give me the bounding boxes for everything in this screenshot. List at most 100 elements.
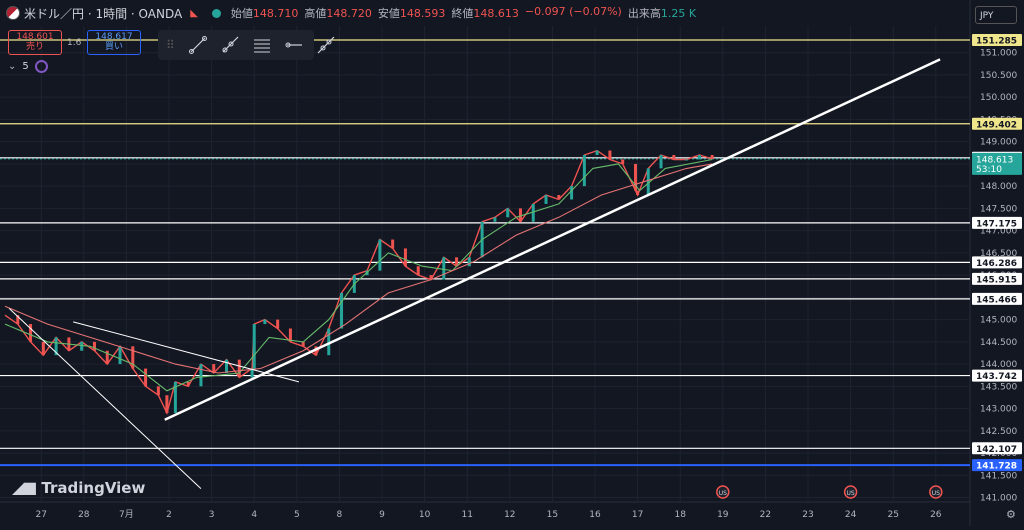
x-tick-label: 2	[166, 510, 172, 520]
level-price-tag	[972, 216, 1022, 229]
price-candle	[165, 395, 169, 414]
price-candle	[442, 257, 446, 280]
symbol-info[interactable]: 米ドル／円 · 1時間 · OANDA ◣	[6, 5, 198, 22]
x-tick-label: 7月	[119, 509, 134, 520]
level-price-tag	[972, 117, 1022, 130]
x-tick-label: 22	[760, 510, 771, 520]
price-candle	[557, 195, 561, 200]
level-price-label: 151.285	[976, 37, 1017, 47]
current-price-tag	[972, 152, 1022, 175]
price-candle	[41, 341, 45, 356]
x-tick-label: 28	[78, 510, 90, 520]
price-candle	[582, 155, 586, 187]
y-tick-label: 144.000	[980, 360, 1017, 370]
extended-line-icon[interactable]	[317, 36, 335, 54]
x-tick-label: 4	[251, 510, 257, 520]
ray-icon[interactable]	[221, 36, 239, 54]
y-tick-label: 141.000	[980, 494, 1017, 504]
price-candle	[570, 186, 574, 200]
drawing-toolbar: ⠿	[158, 30, 335, 60]
price-candle	[252, 324, 256, 369]
price-candle	[633, 163, 637, 191]
level-price-label: 143.742	[976, 372, 1017, 382]
chevron-down-icon: ⌄	[8, 61, 17, 72]
market-status-icon: ◣	[190, 7, 198, 19]
level-price-tag	[972, 292, 1022, 305]
tradingview-mark-icon: ◢■	[12, 478, 37, 497]
x-tick-label: 5	[294, 510, 300, 520]
price-candle	[80, 341, 84, 351]
price-candle	[131, 346, 135, 369]
volume-value: 1.25 K	[660, 7, 697, 20]
horizontal-ray-icon[interactable]	[285, 36, 303, 54]
price-candle	[54, 337, 58, 356]
price-candle	[29, 324, 33, 342]
sell-button[interactable]: 148.601 売り	[8, 30, 62, 55]
y-tick-label: 150.000	[980, 93, 1017, 103]
trend-line-support-uptrend	[164, 58, 941, 421]
change-value: −0.097 (−0.07%)	[524, 5, 622, 18]
price-candle	[92, 341, 96, 351]
x-tick-label: 27	[35, 510, 46, 520]
level-price-tag	[972, 256, 1022, 269]
price-candle	[685, 159, 689, 161]
price-candle	[659, 155, 663, 169]
indicator-toggle[interactable]: ⌄ 5	[8, 60, 48, 73]
level-price-tag	[972, 442, 1022, 455]
price-candle	[156, 386, 160, 396]
price-candle	[144, 368, 148, 387]
y-tick-label: 141.500	[980, 471, 1017, 481]
x-tick-label: 9	[379, 510, 385, 520]
drag-handle-icon[interactable]: ⠿	[166, 38, 175, 52]
price-candle	[340, 292, 344, 329]
trend-line-triangle-upper-line	[73, 321, 300, 383]
series-line-ma-fast	[4, 158, 713, 392]
series-line-ma-slow	[4, 163, 713, 374]
chart-settings-icon[interactable]: ⚙	[1006, 508, 1016, 521]
y-tick-label: 148.000	[980, 182, 1017, 192]
x-tick-label: 17	[632, 510, 643, 520]
currency-selector[interactable]: JPY	[975, 6, 1017, 24]
y-tick-label: 144.500	[980, 338, 1017, 348]
price-candle	[429, 275, 433, 280]
x-tick-label: 23	[802, 510, 813, 520]
ohlc-legend: 始値148.710 高値148.720 安値148.593 終値148.613 …	[231, 5, 696, 21]
y-tick-label: 145.000	[980, 316, 1017, 326]
price-candle	[16, 315, 20, 325]
price-candle	[237, 359, 241, 378]
trend-line-icon[interactable]	[188, 36, 207, 54]
price-candle	[378, 239, 382, 271]
level-price-label: 142.107	[976, 445, 1017, 455]
x-tick-label: 3	[209, 510, 215, 520]
buy-button[interactable]: 148.617 買い	[87, 30, 141, 55]
x-tick-label: 25	[887, 510, 898, 520]
y-tick-label: 143.000	[980, 405, 1017, 415]
x-tick-label: 16	[589, 510, 601, 520]
level-price-tag	[972, 459, 1022, 472]
price-candle	[518, 208, 522, 222]
x-tick-label: 11	[461, 510, 472, 520]
parallel-channel-icon[interactable]	[253, 36, 271, 54]
close-label: 終値	[451, 7, 474, 20]
price-candle	[646, 168, 650, 196]
level-price-tag	[972, 34, 1022, 47]
price-candle	[636, 190, 640, 196]
tradingview-logo: ◢■ TradingView	[12, 478, 145, 497]
price-candle	[288, 328, 292, 342]
volume-label: 出来高	[627, 7, 661, 20]
y-tick-label: 147.500	[980, 204, 1017, 214]
event-marker	[716, 485, 730, 499]
logo-text: TradingView	[41, 478, 146, 497]
x-tick-label: 8	[337, 510, 343, 520]
price-candle	[416, 266, 420, 276]
close-value: 148.613	[473, 7, 519, 20]
low-label: 安値	[377, 7, 400, 20]
price-candle	[301, 341, 305, 347]
symbol-title: 米ドル／円 · 1時間 · OANDA	[24, 6, 183, 21]
y-tick-label: 143.500	[980, 382, 1017, 392]
price-candle	[212, 364, 216, 373]
sell-price: 148.601	[16, 32, 54, 42]
price-candle	[199, 364, 203, 387]
